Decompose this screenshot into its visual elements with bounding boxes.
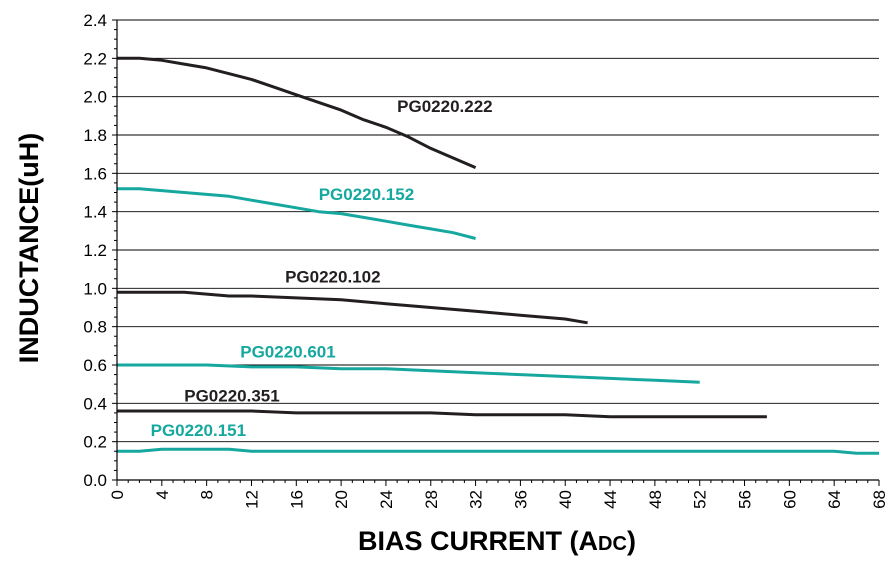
x-axis-label-main: BIAS CURRENT (A bbox=[358, 526, 598, 556]
y-axis-label: INDUCTANCE(uH) bbox=[14, 133, 44, 363]
x-tick-label-5: 20 bbox=[332, 490, 351, 509]
x-tick-label-12: 48 bbox=[646, 490, 665, 509]
y-tick-label-5: 1.0 bbox=[83, 279, 107, 298]
y-tick-label-2: 0.4 bbox=[83, 394, 107, 413]
x-tick-label-16: 64 bbox=[825, 490, 844, 509]
series-line-PG0220-102 bbox=[117, 290, 588, 325]
series-label-3: PG0220.601 bbox=[240, 342, 335, 361]
series-line-PG0220-601 bbox=[117, 363, 700, 384]
x-tick-label-13: 52 bbox=[691, 490, 710, 509]
x-tick-label-15: 60 bbox=[780, 490, 799, 509]
x-tick-label-0: 0 bbox=[108, 490, 127, 499]
x-tick-label-3: 12 bbox=[242, 490, 261, 509]
y-tick-label-6: 1.2 bbox=[83, 241, 107, 260]
x-tick-label-7: 28 bbox=[422, 490, 441, 509]
x-tick-label-1: 4 bbox=[153, 490, 172, 499]
series-line-PG0220-151 bbox=[117, 447, 879, 455]
x-tick-label-11: 44 bbox=[601, 490, 620, 509]
y-tick-label-8: 1.6 bbox=[83, 164, 107, 183]
x-axis-label-close: ) bbox=[627, 526, 636, 556]
y-tick-labels: 0.0 0.2 0.4 0.6 0.8 1.0 1.2 1.4 1.6 1.8 2.0 2.2 2.4 bbox=[83, 11, 107, 490]
x-tick-label-4: 16 bbox=[287, 490, 306, 509]
y-tick-label-11: 2.2 bbox=[83, 49, 107, 68]
grid-lines bbox=[117, 19, 879, 443]
x-tick-label-9: 36 bbox=[511, 490, 530, 509]
x-tick-label-14: 56 bbox=[736, 490, 755, 509]
series-line-PG0220-152 bbox=[117, 187, 476, 240]
series-label-0: PG0220.222 bbox=[397, 97, 492, 116]
x-axis-label-unit: DC bbox=[598, 533, 627, 555]
series-line-PG0220-222 bbox=[117, 56, 477, 169]
x-tick-label-2: 8 bbox=[198, 490, 217, 499]
y-tick-label-7: 1.4 bbox=[83, 203, 107, 222]
axes bbox=[112, 19, 880, 486]
y-tick-label-3: 0.6 bbox=[83, 356, 107, 375]
x-tick-label-10: 40 bbox=[556, 490, 575, 509]
x-tick-label-8: 32 bbox=[467, 490, 486, 509]
y-tick-label-4: 0.8 bbox=[83, 318, 107, 337]
x-tick-label-17: 68 bbox=[870, 490, 889, 509]
series-label-1: PG0220.152 bbox=[319, 185, 414, 204]
y-tick-label-10: 2.0 bbox=[83, 88, 107, 107]
series-label-5: PG0220.151 bbox=[151, 421, 246, 440]
series-label-4: PG0220.351 bbox=[184, 386, 279, 405]
y-tick-label-9: 1.8 bbox=[83, 126, 107, 145]
y-tick-label-1: 0.2 bbox=[83, 433, 107, 452]
series-label-2: PG0220.102 bbox=[285, 268, 380, 287]
y-tick-label-0: 0.0 bbox=[83, 471, 107, 490]
x-tick-label-6: 24 bbox=[377, 490, 396, 509]
series-lines bbox=[117, 56, 879, 455]
y-tick-label-12: 2.4 bbox=[83, 11, 107, 30]
series-labels: PG0220.222 PG0220.152 PG0220.102 PG0220.601… bbox=[151, 97, 493, 440]
series-line-PG0220-351 bbox=[117, 409, 767, 419]
x-tick-labels: 0 4 8 12 16 20 24 28 32 36 40 44 48 52 56 60 64 68 bbox=[108, 490, 889, 509]
x-axis-label: BIAS CURRENT (ADC) bbox=[358, 526, 636, 556]
